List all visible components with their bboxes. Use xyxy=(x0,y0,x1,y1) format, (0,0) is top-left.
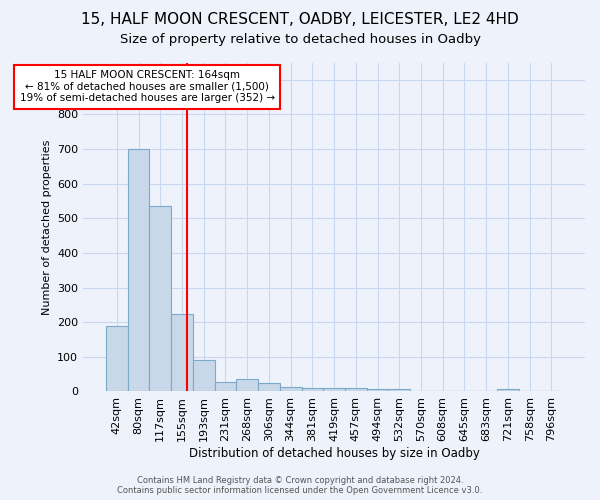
Bar xyxy=(280,388,302,392)
Bar xyxy=(149,206,171,392)
Bar xyxy=(323,388,345,392)
Bar xyxy=(171,314,193,392)
Bar xyxy=(258,383,280,392)
Bar xyxy=(497,388,519,392)
Bar xyxy=(367,388,388,392)
Bar xyxy=(106,326,128,392)
Text: 15 HALF MOON CRESCENT: 164sqm
← 81% of detached houses are smaller (1,500)
19% o: 15 HALF MOON CRESCENT: 164sqm ← 81% of d… xyxy=(20,70,275,103)
Text: Size of property relative to detached houses in Oadby: Size of property relative to detached ho… xyxy=(119,32,481,46)
Bar xyxy=(215,382,236,392)
Y-axis label: Number of detached properties: Number of detached properties xyxy=(41,140,52,314)
Bar xyxy=(128,149,149,392)
Bar xyxy=(193,360,215,392)
Text: 15, HALF MOON CRESCENT, OADBY, LEICESTER, LE2 4HD: 15, HALF MOON CRESCENT, OADBY, LEICESTER… xyxy=(81,12,519,28)
Bar xyxy=(302,388,323,392)
Bar xyxy=(345,388,367,392)
Text: Contains HM Land Registry data © Crown copyright and database right 2024.
Contai: Contains HM Land Registry data © Crown c… xyxy=(118,476,482,495)
X-axis label: Distribution of detached houses by size in Oadby: Distribution of detached houses by size … xyxy=(188,447,479,460)
Bar xyxy=(388,388,410,392)
Bar xyxy=(236,380,258,392)
